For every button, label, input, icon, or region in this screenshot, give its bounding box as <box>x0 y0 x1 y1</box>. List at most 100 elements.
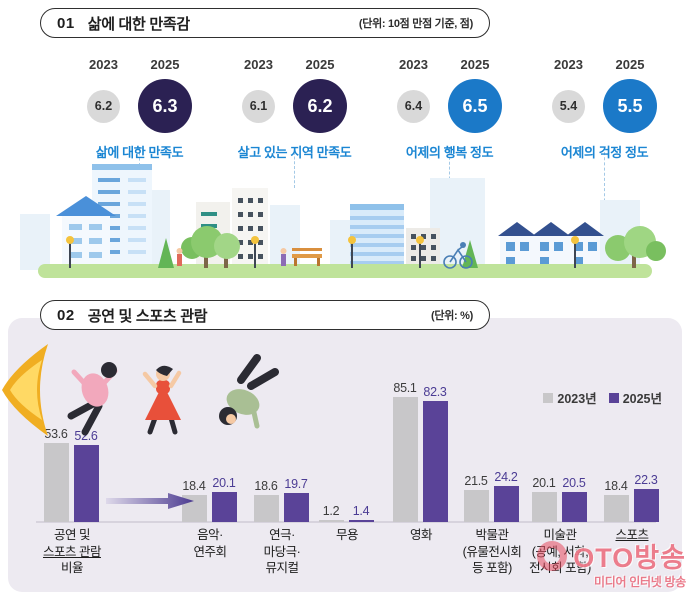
category-label-6: 박물관 (유물전시회 등 포함) <box>462 528 522 575</box>
year-header-2023: 2023 <box>244 57 273 72</box>
category-label-1: 공연 및 스포츠 관람 비율 <box>43 528 101 575</box>
bar-2025년 <box>633 489 659 522</box>
bar-column: 53.6 <box>43 427 69 522</box>
bar-group-6: 21.5 24.2 <box>463 470 519 522</box>
bar-column: 18.4 <box>181 479 207 522</box>
satisfaction-group-region: 2023 6.1 2025 6.2 살고 있는 지역 만족도 <box>217 57 372 161</box>
dancer-pink <box>67 362 118 436</box>
bar-value-label: 20.1 <box>212 476 236 491</box>
year-header-2023: 2023 <box>89 57 118 72</box>
connector-line <box>449 147 450 204</box>
section2-number: 02 <box>57 306 75 324</box>
section1-title: 삶에 대한 만족감 <box>87 15 191 33</box>
bar-2023년 <box>253 494 279 522</box>
legend-swatch-2025 <box>608 392 619 403</box>
bar-value-label: 1.2 <box>322 504 340 518</box>
bar-value-label: 53.6 <box>44 427 68 442</box>
section1-unit: (단위: 10점 만점 기준, 점) <box>358 18 473 30</box>
bar-column: 52.6 <box>73 429 99 522</box>
legend-swatch-2023 <box>543 392 554 403</box>
bar-group-2: 18.4 20.1 <box>181 476 237 522</box>
bar-2025년 <box>73 444 99 522</box>
bar-2025년 <box>283 493 309 522</box>
bar-column: 24.2 <box>493 470 519 522</box>
year-header-2025: 2025 <box>150 57 180 72</box>
bar-group-1: 53.6 52.6 <box>43 427 99 522</box>
dancers-illustration <box>67 354 279 436</box>
bar-2023년 <box>43 443 69 522</box>
score-circle-2025: 5.5 <box>603 79 657 133</box>
legend-item-2023: 2023년 <box>543 388 597 407</box>
year-header-2025: 2025 <box>615 57 645 72</box>
bar-group-4: 1.2 1.4 <box>318 504 374 522</box>
section1-number: 01 <box>57 14 75 32</box>
score-circle-2025: 6.3 <box>138 79 192 133</box>
bar-value-label: 1.4 <box>352 503 370 518</box>
bar-column: 18.4 <box>603 479 629 522</box>
section2-unit: (단위: %) <box>431 310 473 322</box>
score-circle-2023: 6.2 <box>87 89 120 123</box>
satisfaction-label: 어제의 행복 정도 <box>405 145 494 160</box>
legend-label-2023: 2023년 <box>557 392 597 406</box>
bar-value-label: 24.2 <box>494 470 518 485</box>
bar-column: 82.3 <box>422 385 448 522</box>
bar-value-label: 18.4 <box>182 478 206 493</box>
bar-column: 20.1 <box>211 476 237 522</box>
year-header-2023: 2023 <box>554 57 583 72</box>
year-header-2025: 2025 <box>460 57 490 72</box>
bar-group-7: 20.1 20.5 <box>531 476 587 522</box>
section2-title: 공연 및 스포츠 관람 <box>87 307 208 325</box>
legend-label-2025: 2025년 <box>622 392 662 406</box>
bar-column: 1.2 <box>318 504 344 522</box>
bar-2025년 <box>422 401 448 522</box>
bar-value-label: 52.6 <box>74 428 98 443</box>
satisfaction-label: 살고 있는 지역 만족도 <box>237 145 352 160</box>
bar-value-label: 20.5 <box>562 475 586 490</box>
cityscape-illustration <box>20 164 666 278</box>
category-label-4: 무용 <box>335 528 359 542</box>
bar-column: 19.7 <box>283 477 309 522</box>
category-label-3: 연극· 마당극· 뮤지컬 <box>263 528 301 575</box>
year-header-2025: 2025 <box>305 57 335 72</box>
score-circle-2025: 6.5 <box>448 79 502 133</box>
dancer-breakdance <box>219 354 279 429</box>
bar-value-label: 18.6 <box>254 478 278 493</box>
category-label-2: 음악· 연주회 <box>193 528 227 559</box>
bar-2025년 <box>493 486 519 522</box>
score-circle-2023: 6.1 <box>242 89 275 123</box>
connector-line <box>294 147 295 188</box>
bar-value-label: 85.1 <box>393 380 417 395</box>
bar-value-label: 18.4 <box>604 478 628 493</box>
dancer-red <box>142 365 182 435</box>
bar-column: 85.1 <box>392 381 418 522</box>
section2-panel <box>8 318 682 592</box>
connector-line <box>604 147 605 222</box>
bar-column: 20.5 <box>561 476 587 522</box>
bar-group-8: 18.4 22.3 <box>603 473 659 522</box>
satisfaction-label: 삶에 대한 만족도 <box>95 145 184 160</box>
bar-value-label: 21.5 <box>464 474 488 489</box>
bar-2025년 <box>561 491 587 522</box>
bar-value-label: 20.1 <box>532 476 556 491</box>
satisfaction-group-worry: 2023 5.4 2025 5.5 어제의 걱정 정도 <box>527 57 682 161</box>
bar-column: 1.4 <box>348 504 374 522</box>
bar-2025년 <box>348 519 374 522</box>
bar-group-5: 85.1 82.3 <box>392 381 448 522</box>
satisfaction-label: 어제의 걱정 정도 <box>560 145 649 160</box>
bar-2025년 <box>211 492 237 522</box>
bar-column: 20.1 <box>531 476 557 522</box>
bar-value-label: 19.7 <box>284 477 308 492</box>
score-circle-2023: 5.4 <box>552 89 585 123</box>
chart-legend: 2023년 2025년 <box>543 388 662 407</box>
legend-item-2025: 2025년 <box>608 388 662 407</box>
year-header-2023: 2023 <box>399 57 428 72</box>
megaphone-icon <box>2 344 48 436</box>
bar-2023년 <box>531 492 557 522</box>
connector-line <box>139 147 140 166</box>
chart-baseline <box>36 521 656 523</box>
satisfaction-groups: 2023 6.2 2025 6.3 삶에 대한 만족도 2023 6.1 202… <box>62 57 682 161</box>
satisfaction-group-happiness: 2023 6.4 2025 6.5 어제의 행복 정도 <box>372 57 527 161</box>
trend-arrow-icon <box>106 493 194 509</box>
category-label-5: 영화 <box>409 528 433 542</box>
